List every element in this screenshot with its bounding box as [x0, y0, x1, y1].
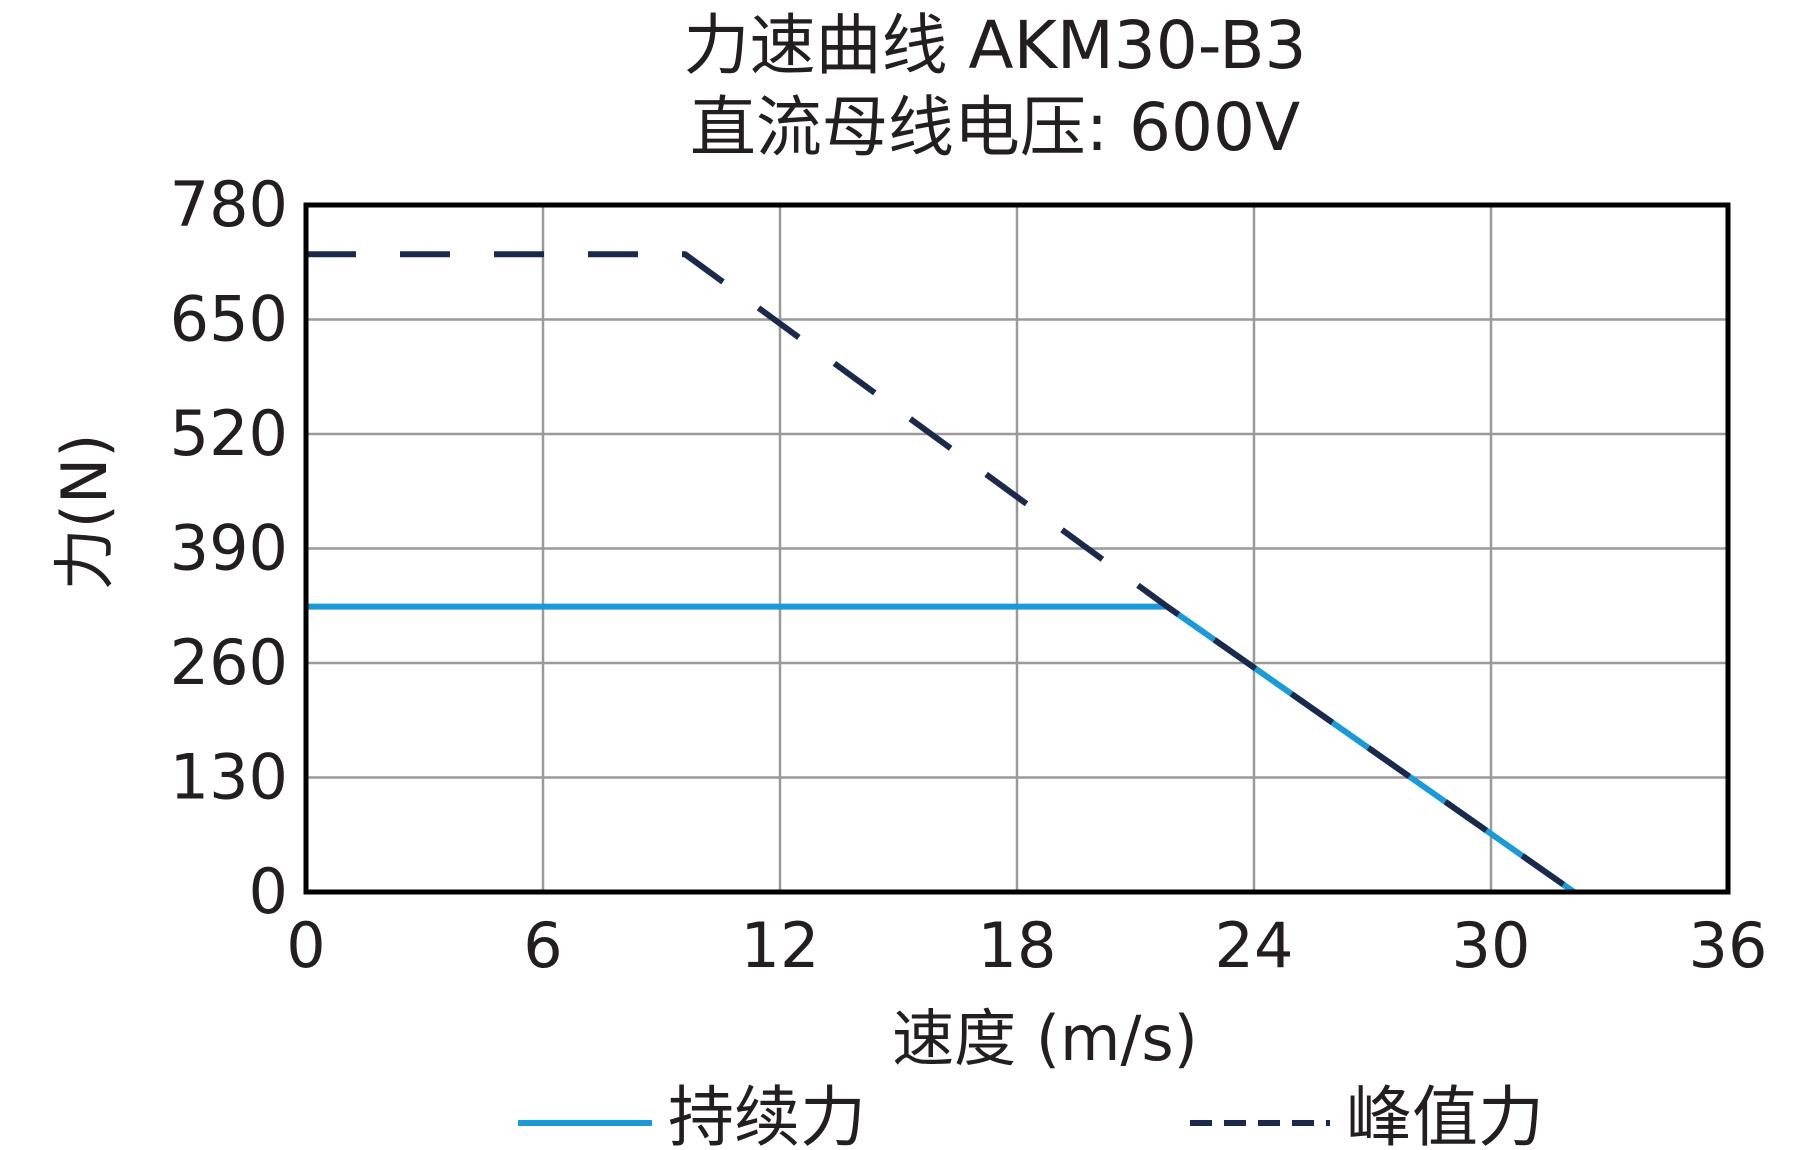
legend-label-1: 峰值力: [1346, 1079, 1544, 1150]
grid-lines: [306, 205, 1728, 892]
x-tick-label-5: 30: [1452, 909, 1531, 982]
series-line-1: [306, 251, 1576, 895]
legend: 持续力 峰值力: [518, 1079, 1544, 1150]
x-tick-label-0: 0: [286, 909, 325, 982]
y-axis-label: 力(N): [48, 434, 121, 591]
x-tick-label-2: 12: [741, 909, 820, 982]
y-tick-label-1: 130: [170, 741, 288, 814]
y-tick-label-6: 780: [170, 168, 288, 241]
x-tick-label-4: 24: [1215, 909, 1294, 982]
y-tick-label-2: 260: [170, 626, 288, 699]
x-tick-label-1: 6: [523, 909, 562, 982]
series-layer: [306, 251, 1576, 895]
y-tick-label-4: 520: [170, 397, 288, 470]
x-tick-label-3: 18: [978, 909, 1057, 982]
legend-label-0: 持续力: [668, 1079, 866, 1150]
x-tick-label-6: 36: [1689, 909, 1768, 982]
plot-frame: [303, 202, 1731, 895]
x-axis-label: 速度 (m/s): [892, 1002, 1198, 1075]
y-tick-label-5: 650: [170, 283, 288, 356]
y-tick-label-3: 390: [170, 512, 288, 585]
series-line-0: [306, 603, 1576, 895]
chart-title: 力速曲线 AKM30-B3: [683, 7, 1306, 84]
chart-subtitle: 直流母线电压: 600V: [690, 89, 1300, 166]
x-tick-labels: 0 6 12 18 24 30 36: [286, 909, 1767, 982]
y-tick-label-0: 0: [249, 855, 288, 928]
y-tick-labels: 0 130 260 390 520 650 780: [170, 168, 288, 928]
